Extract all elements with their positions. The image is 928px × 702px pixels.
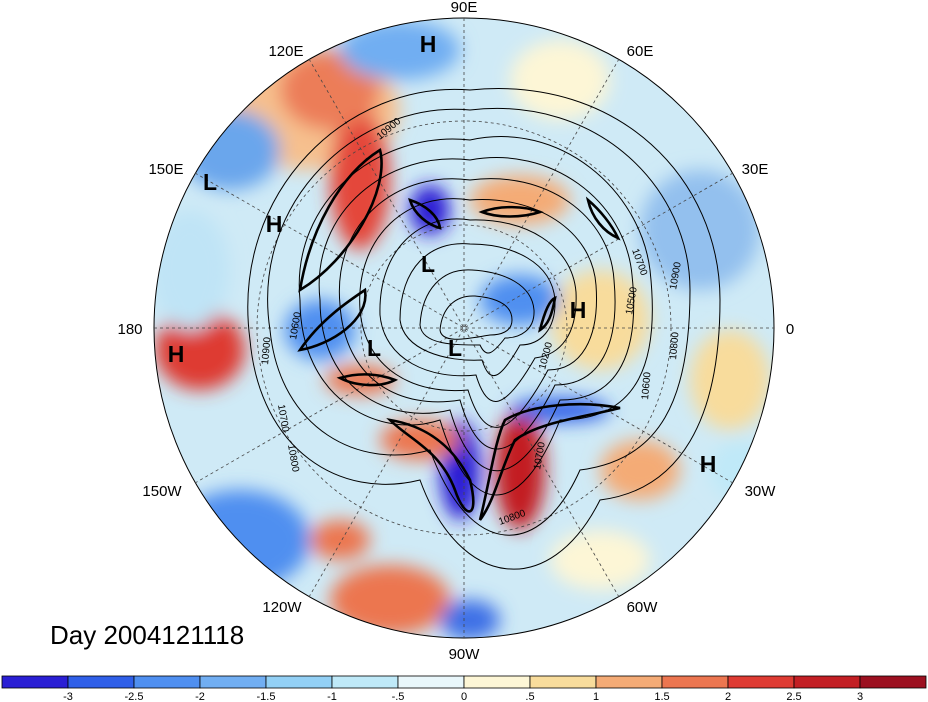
colorbar-swatch [265,675,333,689]
lon-label: 120E [268,43,303,60]
center-marker: L [203,169,217,195]
colorbar-swatch [1,675,69,689]
center-marker: L [367,335,381,361]
center-marker: L [448,335,462,361]
colorbar-tick-label: 1 [593,691,599,702]
center-marker: L [421,251,435,277]
colorbar-swatch [133,675,201,689]
jet-contours [297,147,621,521]
center-marker: H [420,31,437,57]
colorbar-tick-label: -3 [63,691,73,702]
colorbar-tick-label: 3 [857,691,863,702]
colorbar-swatch [595,675,663,689]
contour-label: 10600 [640,371,653,400]
contour-label: 10800 [668,331,681,360]
colorbar-swatch [529,675,597,689]
colorbar-tick-label: 2.5 [786,691,801,702]
colorbar-tick-label: 2 [725,691,731,702]
colorbar-swatch [727,675,795,689]
contour-label: 10500 [624,286,640,316]
lon-label: 90E [451,0,478,16]
colorbar-tick-label: 1.5 [654,691,669,702]
colorbar-swatch [199,675,267,689]
colorbar: -3 -2.5 -2 -1.5 -1 -.5 0 .5 1 1.5 2 2.5 3 [1,675,927,702]
lon-label: 60E [627,43,654,60]
lon-label: 0 [786,321,794,338]
map-grid [153,17,775,639]
colorbar-tick-label: -1.5 [257,691,276,702]
colorbar-swatch [463,675,531,689]
colorbar-tick-label: -2 [195,691,205,702]
colorbar-swatch [661,675,729,689]
contour-label: 10700 [532,441,548,471]
lon-label: 30E [742,161,769,178]
center-marker: H [700,451,717,477]
contour-label: 10700 [275,404,291,434]
height-contours [247,88,721,570]
colorbar-tick-label: 0 [461,691,467,702]
pressure-centers: H L H L H H L L L H [168,31,717,477]
colorbar-swatch [859,675,927,689]
longitude-labels: 90E 60E 30E 0 30W 60W 90W 120W 150W 180 … [117,0,794,663]
lon-label: 120W [262,599,302,616]
contour-label: 10900 [260,336,273,365]
lon-label: 90W [449,646,481,663]
colorbar-swatch [67,675,135,689]
colorbar-swatch [397,675,465,689]
colorbar-swatch [331,675,399,689]
lon-label: 60W [627,599,659,616]
center-marker: H [266,211,283,237]
colorbar-tick-label: -1 [327,691,337,702]
lon-label: 180 [117,321,142,338]
colorbar-tick-label: -2.5 [125,691,144,702]
lon-label: 150E [148,161,183,178]
colorbar-tick-label: .5 [525,691,534,702]
colorbar-swatch [793,675,861,689]
center-marker: H [570,297,587,323]
center-marker: H [168,341,185,367]
map-title: Day 2004121118 [50,620,245,650]
lon-label: 150W [142,483,182,500]
colorbar-tick-label: -.5 [392,691,405,702]
contour-label: 10600 [288,311,304,341]
lon-label: 30W [745,483,777,500]
contour-label: 10800 [285,444,301,474]
contour-label: 10900 [668,261,684,291]
